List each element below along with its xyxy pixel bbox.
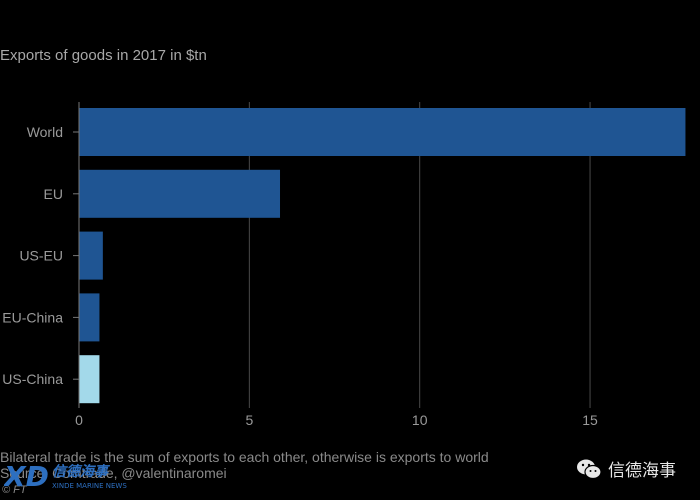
x-tick-label: 10 [412, 412, 428, 428]
footnote: Bilateral trade is the sum of exports to… [0, 449, 489, 465]
bar-eu-china [79, 293, 100, 342]
svg-text:信德海事: 信德海事 [52, 463, 111, 480]
x-tick-label: 15 [582, 412, 598, 428]
chart-title: Exports of goods in 2017 in $tn [0, 47, 207, 64]
x-tick-labels: 0 5 10 15 [75, 412, 598, 428]
y-tick-label: World [27, 124, 63, 140]
svg-text:XD: XD [4, 460, 49, 493]
y-tick-labels: World EU US-EU EU-China US-China [2, 124, 79, 387]
bar-us-china [79, 355, 100, 404]
y-tick-label: EU-China [2, 309, 63, 325]
wechat-account-name: 信德海事 [608, 461, 676, 481]
svg-text:XINDE MARINE NEWS: XINDE MARINE NEWS [52, 482, 127, 490]
ft-credit: © FT [2, 484, 27, 496]
y-tick-label: US-China [2, 371, 63, 387]
source-line: Source: Comtrade, @valentinaromei [0, 465, 227, 481]
bar-us-eu [79, 231, 103, 280]
y-tick-label: EU [44, 186, 63, 202]
wechat-badge: 信德海事 [576, 456, 676, 481]
xinde-watermark-logo: XD 信德海事 XINDE MARINE NEWS [4, 460, 127, 493]
wechat-icon [577, 459, 602, 479]
bars [79, 108, 686, 404]
y-tick-label: US-EU [19, 248, 63, 264]
x-tick-label: 0 [75, 412, 83, 428]
bar-chart: World EU US-EU EU-China US-China 0 5 10 15 [2, 102, 686, 428]
x-tick-label: 5 [245, 412, 253, 428]
bar-eu [79, 169, 281, 218]
bar-world [79, 108, 686, 156]
